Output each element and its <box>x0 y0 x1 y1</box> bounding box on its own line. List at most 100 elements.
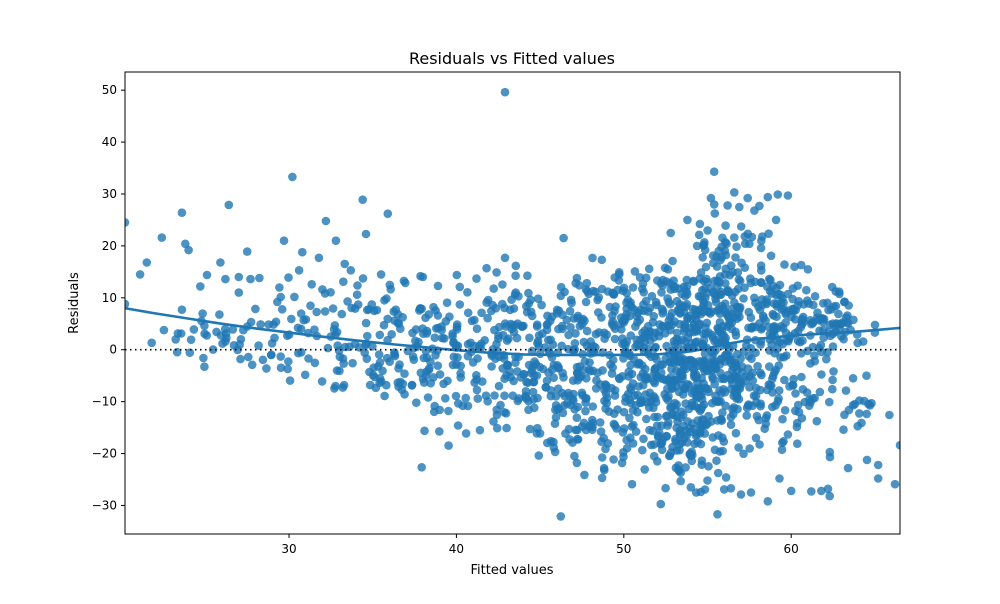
data-point <box>714 431 723 440</box>
y-tick-label: −10 <box>92 395 117 409</box>
data-point <box>523 271 532 281</box>
data-point <box>661 483 670 493</box>
data-point <box>229 341 239 350</box>
data-point <box>461 429 471 438</box>
data-point <box>829 367 838 376</box>
data-point <box>525 333 534 343</box>
data-point <box>546 391 556 401</box>
data-point <box>736 490 746 499</box>
data-point <box>696 268 706 277</box>
data-point <box>618 334 627 343</box>
data-point <box>621 341 630 350</box>
data-point <box>387 330 397 339</box>
data-point <box>472 324 482 334</box>
data-point <box>461 393 471 403</box>
data-point <box>656 499 666 509</box>
data-point <box>667 308 677 318</box>
data-point <box>703 476 712 485</box>
data-point <box>633 407 642 417</box>
data-point <box>778 414 787 424</box>
data-point <box>452 270 462 280</box>
data-point <box>867 398 876 408</box>
data-point <box>228 325 238 334</box>
data-point <box>433 361 443 371</box>
data-point <box>277 305 287 314</box>
data-point <box>490 391 499 400</box>
data-point <box>828 342 838 351</box>
data-point <box>823 484 833 494</box>
data-point <box>742 411 751 420</box>
data-point <box>675 300 685 309</box>
data-point <box>533 339 542 348</box>
data-point <box>367 300 377 309</box>
data-point <box>772 291 781 300</box>
data-point <box>780 406 790 415</box>
data-point <box>660 329 670 338</box>
data-point <box>776 298 786 308</box>
data-point <box>283 364 293 374</box>
data-point <box>774 386 784 395</box>
data-point <box>870 320 880 330</box>
data-point <box>726 484 736 493</box>
data-point <box>589 341 598 351</box>
data-point <box>662 341 671 351</box>
data-point <box>737 362 747 371</box>
data-point <box>455 282 465 292</box>
data-point <box>756 243 766 253</box>
data-point <box>473 354 482 363</box>
data-point <box>772 312 781 322</box>
data-point <box>646 440 656 450</box>
data-point <box>236 354 245 364</box>
data-point <box>663 421 672 430</box>
data-point <box>435 370 445 379</box>
data-point <box>714 397 724 406</box>
data-point <box>556 291 566 301</box>
data-point <box>663 265 673 274</box>
data-point <box>267 350 276 360</box>
data-point <box>618 428 628 437</box>
data-point <box>244 352 253 362</box>
data-point <box>383 314 393 324</box>
data-point <box>525 424 535 434</box>
data-point <box>639 288 648 297</box>
data-point <box>675 445 684 455</box>
data-point <box>553 384 563 394</box>
data-point <box>793 439 802 449</box>
chart-title: Residuals vs Fitted values <box>409 49 615 68</box>
data-point <box>492 268 501 277</box>
data-point <box>553 405 562 414</box>
data-point <box>273 297 282 307</box>
data-point <box>780 260 789 269</box>
data-point <box>828 384 837 394</box>
data-point <box>564 424 574 434</box>
data-point <box>582 278 592 288</box>
data-point <box>700 349 710 358</box>
data-point <box>780 375 789 385</box>
data-point <box>895 440 900 450</box>
data-point <box>833 319 843 329</box>
data-point <box>695 219 705 229</box>
data-point <box>186 335 196 345</box>
data-point <box>498 280 507 289</box>
data-point <box>793 418 802 428</box>
data-point <box>511 261 521 271</box>
data-point <box>601 444 610 454</box>
data-point <box>171 335 180 344</box>
data-point <box>698 252 707 262</box>
data-point <box>717 416 727 426</box>
data-point <box>352 290 362 300</box>
data-point <box>500 303 509 313</box>
data-point <box>542 376 552 386</box>
data-point <box>304 354 313 363</box>
data-point <box>698 340 708 350</box>
data-point <box>473 394 483 403</box>
data-point <box>696 439 706 449</box>
data-point <box>275 283 284 292</box>
data-point <box>862 409 871 419</box>
data-point <box>671 382 681 391</box>
data-point <box>565 435 574 444</box>
data-point <box>600 334 609 344</box>
data-point <box>433 311 443 320</box>
data-point <box>377 377 386 386</box>
data-point <box>296 324 306 334</box>
